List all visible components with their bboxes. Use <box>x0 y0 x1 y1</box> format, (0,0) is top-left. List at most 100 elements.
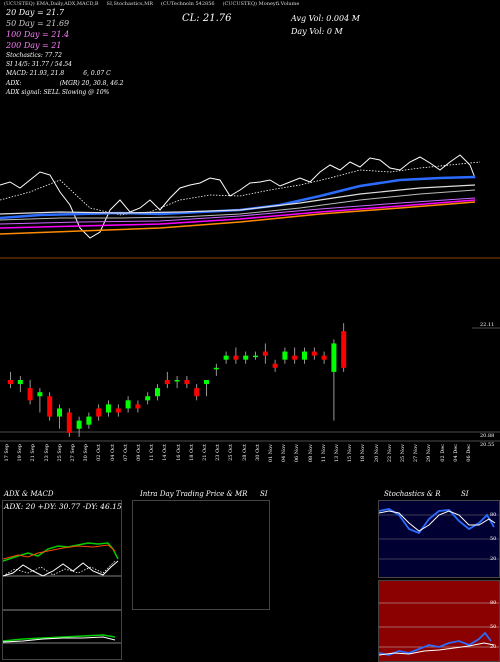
adx-panel-title: ADX & MACD <box>4 490 54 498</box>
x-tick-label: 23 Oct <box>215 444 222 461</box>
ema100-line <box>0 184 476 215</box>
candle-body <box>194 388 200 397</box>
ema-chart <box>0 154 500 259</box>
intra-panel-si: SI <box>260 490 268 498</box>
macd-green-line <box>3 634 116 642</box>
si-label: SI 14/5: 31.77 / 54.54 <box>6 61 72 68</box>
candle-body <box>243 355 249 360</box>
stoch-level-20: 20 <box>490 556 497 562</box>
si-level-20: 20 <box>490 644 497 650</box>
candle-body <box>135 404 141 409</box>
x-tick-label: 25 Sep <box>56 444 63 462</box>
candle-body <box>125 400 131 409</box>
x-tick-label: 08 Nov <box>307 444 314 463</box>
candle-body <box>302 351 307 360</box>
candle-body <box>86 416 92 425</box>
candle-body <box>204 380 209 385</box>
adx-label: ADX: (MGR) 20, 30.8, 46.2 <box>6 80 124 87</box>
x-tick-label: 27 Nov <box>413 444 420 463</box>
stoch-panel-si: SI <box>461 490 469 498</box>
x-tick-label: 22 Nov <box>386 444 393 463</box>
candle-body <box>262 351 268 356</box>
x-tick-label: 29 Nov <box>426 444 433 463</box>
ema50-label: 50 Day = 21.69 <box>6 19 70 28</box>
adx-readout: ADX: 20 +DY: 30.77 -DY: 46.15 <box>4 502 122 511</box>
candle-body <box>155 388 160 397</box>
candle-body <box>57 408 62 417</box>
x-tick-label: 04 Dec <box>452 444 459 462</box>
x-tick-label: 15 Nov <box>347 444 354 463</box>
candle-body <box>115 408 121 413</box>
x-tick-label: 20 Nov <box>373 444 380 463</box>
intra-panel-title: Intra Day Trading Price & MR <box>140 490 248 498</box>
x-tick-label: 30 Sep <box>83 444 90 462</box>
ema100-line-2 <box>0 189 476 221</box>
x-tick-label: 02 Dec <box>439 444 446 462</box>
stoch-blue-line <box>379 508 495 535</box>
stochastics-lines <box>379 508 499 560</box>
stoch-panel-title: Stochastics & R <box>384 490 441 498</box>
ema100-label: 100 Day = 21.4 <box>6 30 70 39</box>
macd-white-line <box>3 636 116 643</box>
x-tick-label: 07 Oct <box>122 444 129 461</box>
x-tick-label: 25 Oct <box>228 444 235 461</box>
candle-body <box>96 408 102 417</box>
price-level-low: 20.55 <box>480 442 495 448</box>
macd-lines <box>3 634 121 644</box>
stoch-level-50: 50 <box>490 536 497 542</box>
x-tick-label: 27 Sep <box>70 444 76 462</box>
x-tick-label: 21 Oct <box>202 444 208 461</box>
stoch-white-line <box>379 510 496 532</box>
adx-panel: ADX: 20 +DY: 30.77 -DY: 46.15 <box>2 500 122 610</box>
adx-white-line <box>3 560 119 577</box>
candle-body <box>321 355 327 360</box>
candle-body <box>223 355 229 360</box>
candle-body <box>292 355 298 360</box>
ema200-line <box>0 201 476 235</box>
candle-body <box>66 412 72 433</box>
avg-volume: Avg Vol: 0.004 M <box>291 14 360 23</box>
x-tick-label: 21 Sep <box>30 444 37 462</box>
stoch-level-80: 80 <box>490 512 497 518</box>
si-white-line <box>379 642 495 656</box>
x-tick-label: 02 Oct <box>96 444 103 461</box>
candle-body <box>233 355 239 360</box>
si-level-50: 50 <box>490 624 497 630</box>
x-tick-label: 16 Oct <box>175 444 182 461</box>
si-panel: 80 50 20 <box>378 580 500 662</box>
ema200-label: 200 Day = 21 <box>6 41 62 50</box>
ticker-line: (UCUSTEQ) EMA,Daily,ADX,MACD,B SI,Stocha… <box>4 1 300 7</box>
x-tick-label: 18 Nov <box>360 444 367 463</box>
candle-body <box>341 331 347 368</box>
candle-body <box>27 388 33 401</box>
x-tick-label: 23 Sep <box>43 444 50 462</box>
adx-dotted-line <box>3 560 116 577</box>
price-level-top: 22.11 <box>480 322 495 328</box>
si-lines <box>379 602 499 656</box>
candle-body <box>145 396 151 401</box>
intra-day-panel <box>132 500 270 610</box>
ema20-dotted <box>0 161 481 216</box>
candle-body <box>331 343 337 372</box>
candle-body <box>47 396 53 417</box>
x-tick-label: 14 Oct <box>162 444 169 461</box>
x-tick-label: 09 Oct <box>136 444 142 461</box>
candle-body <box>8 380 13 385</box>
stochastics-label: Stochastics: 77.72 <box>6 52 62 59</box>
candle-body <box>184 380 190 385</box>
candle-body <box>272 363 278 368</box>
candle-body <box>174 380 180 382</box>
candle-body <box>17 380 23 385</box>
x-tick-label: 04 Nov <box>281 444 288 463</box>
candle-body <box>164 380 170 385</box>
x-tick-label: 30 Oct <box>254 444 261 461</box>
candle-body <box>76 420 82 429</box>
candle-body <box>311 351 317 356</box>
candlestick-chart <box>0 323 500 442</box>
price-level-mid: 20.88 <box>480 433 495 439</box>
day-volume: Day Vol: 0 M <box>291 27 343 36</box>
x-tick-label: 17 Sep <box>4 444 10 462</box>
close-price: CL: 21.76 <box>182 13 232 24</box>
candle-body <box>253 355 258 358</box>
x-tick-label: 06 Dec <box>466 444 472 462</box>
